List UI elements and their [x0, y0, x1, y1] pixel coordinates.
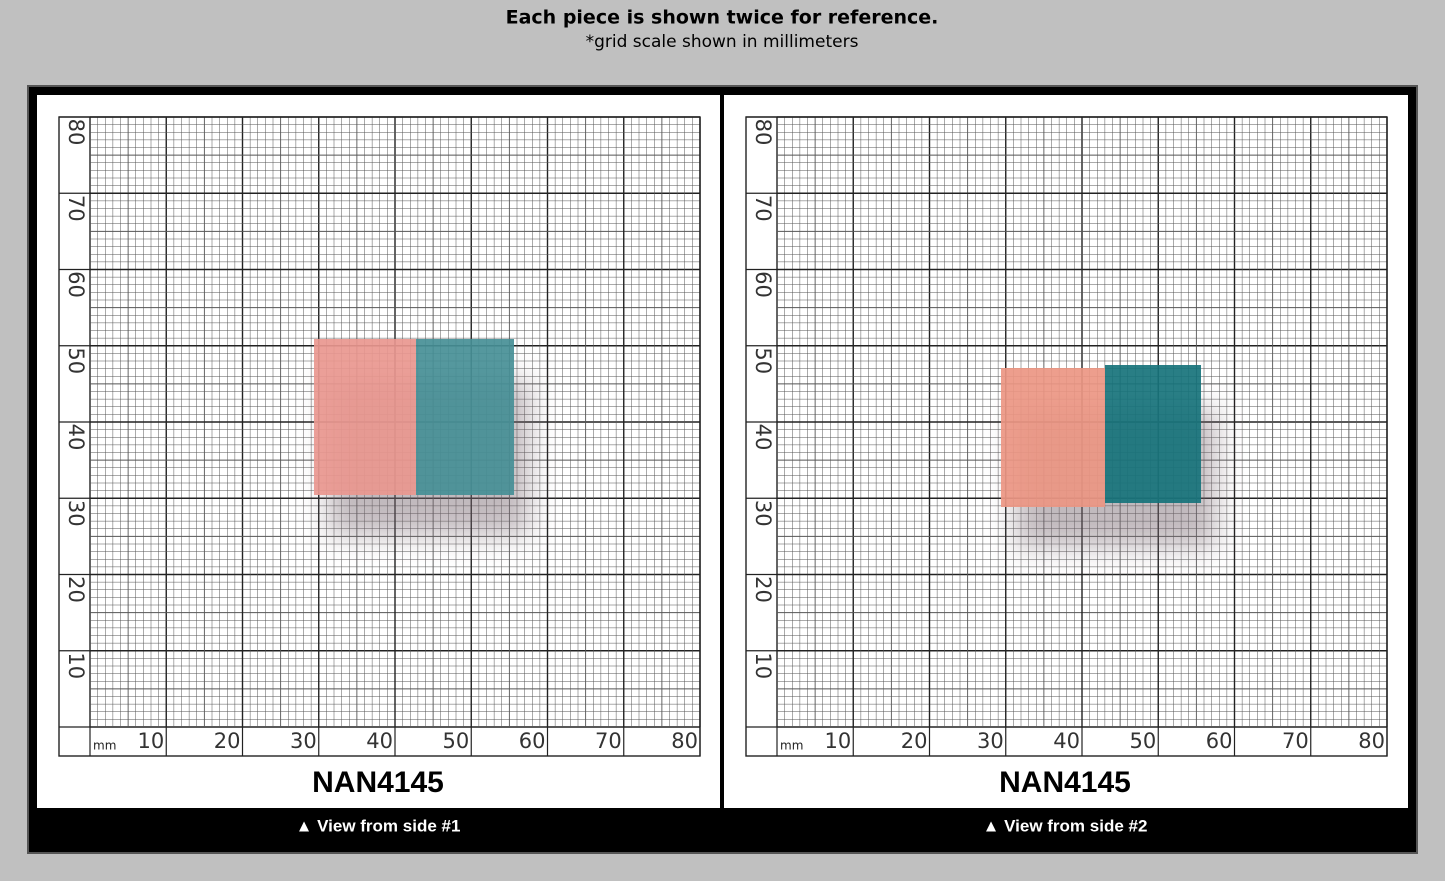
specimen-half	[1105, 365, 1201, 503]
x-scale-label: 50	[443, 729, 470, 753]
y-scale-label: 20	[64, 576, 88, 603]
page-title: Each piece is shown twice for reference.	[506, 7, 939, 29]
y-scale-label: 80	[64, 119, 88, 146]
y-scale-label: 60	[751, 271, 775, 298]
y-scale-label: 50	[64, 347, 88, 374]
x-scale-label: 10	[825, 729, 852, 753]
x-scale-label: 30	[290, 729, 317, 753]
y-scale-label: 70	[751, 195, 775, 222]
specimen-half	[314, 339, 416, 495]
specimen-half	[416, 339, 514, 495]
product-label: NAN4145	[312, 766, 444, 799]
y-scale-label: 30	[751, 500, 775, 527]
y-scale-label: 70	[64, 195, 88, 222]
x-scale-label: 80	[1358, 729, 1385, 753]
y-scale-label: 20	[751, 576, 775, 603]
ruler-border	[745, 116, 1388, 757]
graph-paper: mm 10 20 30 40 50 60 70 80 10 20 30 40 50 60 70 80 NAN414…	[745, 116, 1388, 835]
graph-paper: mm 10 20 30 40 50 60 70 80 10 20 30 40 50 60 70 80 NAN414…	[58, 116, 701, 835]
x-scale-label: 40	[1053, 729, 1080, 753]
x-scale-label: 30	[977, 729, 1004, 753]
x-scale-label: 70	[595, 729, 622, 753]
y-scale-label: 30	[64, 500, 88, 527]
unit-label: mm	[780, 739, 803, 753]
view-caption: ▲ View from side #1	[296, 816, 461, 835]
ruler-border	[58, 116, 701, 757]
x-scale-label: 80	[671, 729, 698, 753]
page-subtitle: *grid scale shown in millimeters	[586, 32, 859, 52]
x-scale-label: 10	[138, 729, 165, 753]
y-scale-label: 50	[751, 347, 775, 374]
view-caption: ▲ View from side #2	[983, 816, 1148, 835]
y-scale-label: 40	[751, 424, 775, 451]
x-scale-label: 20	[214, 729, 241, 753]
y-scale-label: 80	[751, 119, 775, 146]
x-scale-label: 60	[1206, 729, 1233, 753]
y-scale-label: 60	[64, 271, 88, 298]
x-scale-label: 20	[901, 729, 928, 753]
x-scale-label: 40	[366, 729, 393, 753]
unit-label: mm	[93, 739, 116, 753]
x-scale-label: 50	[1130, 729, 1157, 753]
specimen-half	[1001, 368, 1105, 507]
x-scale-label: 70	[1282, 729, 1309, 753]
y-scale-label: 40	[64, 424, 88, 451]
y-scale-label: 10	[64, 652, 88, 679]
y-scale-label: 10	[751, 652, 775, 679]
x-scale-label: 60	[519, 729, 546, 753]
product-label: NAN4145	[999, 766, 1131, 799]
